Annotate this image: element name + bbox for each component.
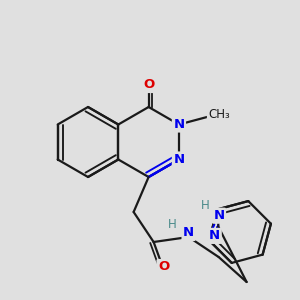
Text: O: O <box>158 260 169 274</box>
Text: CH₃: CH₃ <box>208 108 230 121</box>
Text: N: N <box>183 226 194 239</box>
Text: N: N <box>213 209 225 222</box>
Text: O: O <box>143 79 154 92</box>
Text: N: N <box>173 153 184 166</box>
Text: N: N <box>209 230 220 242</box>
Text: H: H <box>168 218 177 232</box>
Text: N: N <box>173 118 184 131</box>
Text: H: H <box>201 199 209 212</box>
